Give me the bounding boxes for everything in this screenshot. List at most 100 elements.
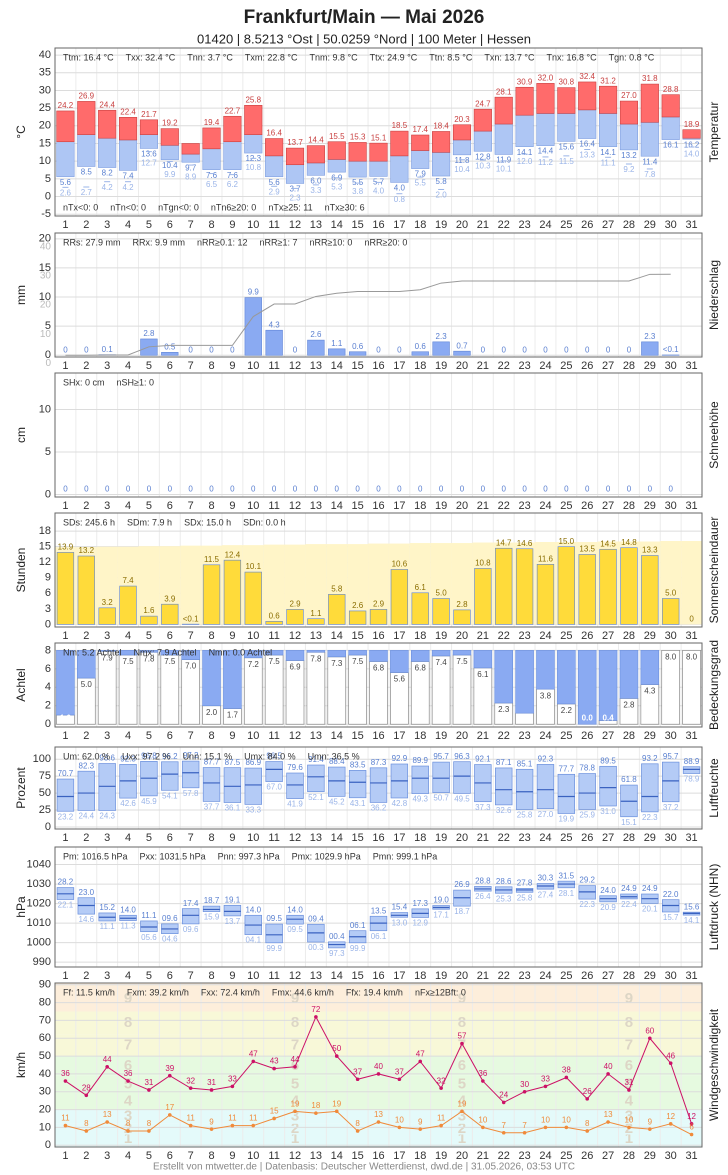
mean-max-bar [244, 104, 263, 135]
day-label: 24 [539, 1150, 551, 1162]
day-label: 17 [393, 219, 405, 231]
value-label: 6.9 [289, 663, 301, 672]
beaufort-label: 1 [458, 1130, 466, 1147]
beaufort-label: 7 [124, 1036, 132, 1053]
value-label: 23.2 [58, 812, 74, 821]
bar [244, 571, 262, 625]
bar [515, 548, 534, 625]
clear-bar [181, 650, 200, 660]
statistic: SDn: 0.0 h [243, 517, 286, 527]
day-label: 24 [539, 360, 551, 372]
value-label: 32.6 [496, 806, 512, 815]
day-label: 15 [352, 1150, 364, 1162]
day-label: 26 [581, 832, 593, 844]
mean-max-bar [181, 143, 200, 155]
value-label: 0 [272, 485, 277, 494]
value-label: 8 [84, 1119, 89, 1128]
range-bar [411, 765, 429, 794]
value-label: 36 [61, 1069, 70, 1078]
value-label: 0 [84, 485, 89, 494]
min-mean-bar [411, 150, 430, 169]
day-label: 2 [83, 730, 89, 742]
value-label: 14.0 [287, 905, 303, 914]
day-label: 26 [581, 970, 593, 982]
value-label: 0 [293, 345, 298, 354]
value-label: 15.2 [99, 903, 115, 912]
value-label: 37 [395, 1067, 404, 1076]
day-label: 17 [393, 360, 405, 372]
statistic: Unn: 15.1 % [183, 751, 233, 761]
statistic: nTx<0: 0 [63, 202, 98, 212]
value-label: 39 [165, 1064, 174, 1073]
day-label: 19 [435, 730, 447, 742]
day-label: 30 [665, 500, 677, 512]
day-label: 16 [372, 970, 384, 982]
value-label: 96.3 [454, 752, 470, 761]
value-label: 7.3 [331, 659, 343, 668]
value-label: 10 [541, 1116, 550, 1125]
value-label: 12.7 [141, 159, 157, 168]
day-label: 20 [456, 970, 468, 982]
series-point [564, 1075, 569, 1080]
day-label: 26 [581, 500, 593, 512]
value-label: 37.3 [475, 803, 491, 812]
beaufort-label: 6 [458, 1057, 466, 1074]
day-label: 5 [146, 730, 152, 742]
y-tick-label: 20 [39, 1103, 51, 1115]
min-mean-bar [640, 121, 659, 157]
day-label: 12 [289, 500, 301, 512]
value-label: 2.9 [269, 187, 281, 196]
day-label: 21 [477, 730, 489, 742]
day-label: 6 [167, 730, 173, 742]
beaufort-label: 2 [124, 1120, 132, 1137]
value-label: 9.9 [248, 288, 260, 297]
value-label: 54.1 [162, 791, 178, 800]
range-bar [286, 772, 304, 799]
value-label: 2.8 [456, 600, 468, 609]
day-label: 27 [602, 500, 614, 512]
value-label: 0.1 [102, 345, 114, 354]
value-label: 15.6 [684, 902, 700, 911]
day-label: 19 [435, 630, 447, 642]
min-mean-bar [494, 123, 513, 155]
statistic: Pmx: 1029.9 hPa [292, 851, 361, 861]
bar [411, 592, 429, 625]
range-bar [161, 761, 179, 791]
bar [432, 341, 450, 356]
clear-bar [557, 650, 576, 705]
y-axis-title: Stunden [14, 548, 28, 593]
statistic: SHx: 0 cm [63, 377, 105, 387]
y-axis-title: mm [14, 285, 28, 305]
value-label: 0 [376, 345, 381, 354]
range-bar [682, 766, 701, 774]
day-label: 3 [104, 1150, 110, 1162]
value-label: 8 [126, 1119, 131, 1128]
bar [474, 568, 492, 625]
day-label: 26 [581, 1150, 593, 1162]
statistic: nTx≥30: 6 [325, 202, 365, 212]
value-label: 25.8 [517, 893, 533, 902]
value-label: 16.4 [266, 129, 282, 138]
day-label: 3 [104, 630, 110, 642]
range-bar [599, 765, 617, 807]
value-label: 16.1 [663, 141, 679, 150]
value-label: 0.6 [269, 611, 281, 620]
mean-max-bar [661, 94, 680, 118]
mean-max-bar [139, 119, 158, 135]
series-point [689, 1132, 694, 1137]
y-tick-label: 15 [39, 541, 51, 553]
statistic: Tnx: 16.8 °C [547, 52, 598, 62]
beaufort-label: 7 [291, 1036, 299, 1053]
value-label: 52.1 [308, 793, 324, 802]
series-point [376, 1120, 381, 1124]
series-point [585, 1129, 590, 1133]
clear-bar [56, 650, 75, 716]
day-label: 9 [229, 630, 235, 642]
value-label: 19.0 [433, 896, 449, 905]
day-label: 6 [167, 360, 173, 372]
bar [453, 609, 471, 625]
day-label: 13 [310, 360, 322, 372]
value-label: 14.6 [517, 539, 533, 548]
value-label: 7.2 [248, 660, 260, 669]
day-label: 20 [456, 730, 468, 742]
